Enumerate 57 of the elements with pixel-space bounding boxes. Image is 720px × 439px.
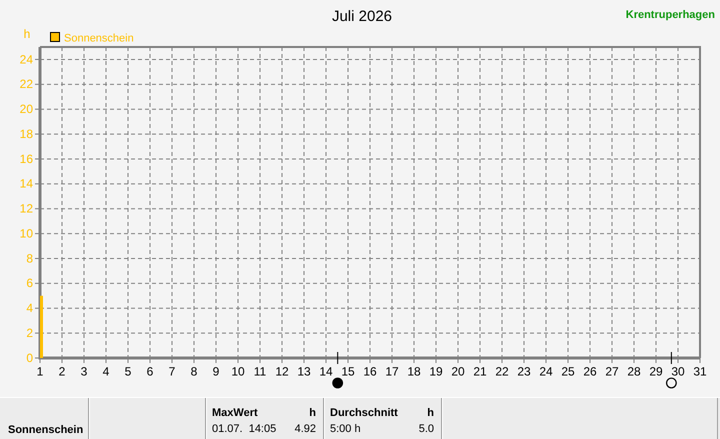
x-tick-label: 29: [649, 364, 663, 379]
chart-subtitle: Krentruperhagen: [626, 9, 716, 21]
y-axis-title: h: [24, 27, 30, 41]
text: h: [309, 407, 316, 419]
x-tick-label: 11: [254, 364, 267, 379]
chart-title: Juli 2026: [332, 8, 392, 25]
y-tick-label: 24: [20, 52, 34, 66]
y-tick-label: 0: [26, 350, 34, 365]
text: 5.0: [418, 423, 434, 435]
y-tick-label: 22: [20, 77, 34, 92]
y-tick-label: 4: [26, 301, 34, 316]
x-tick-label: 16: [363, 364, 377, 379]
x-tick-label: 20: [451, 364, 465, 379]
x-tick-label: 28: [627, 364, 641, 379]
y-tick-label: 12: [20, 202, 34, 216]
y-tick-label: 10: [20, 226, 34, 240]
y-tick-label: 14: [20, 176, 34, 191]
legend-label: Sonnenschein: [64, 32, 134, 44]
x-tick-label: 21: [473, 364, 487, 379]
y-tick-label: 2: [26, 326, 34, 340]
x-tick-label: 17: [385, 364, 399, 379]
x-tick-label: 24: [539, 364, 553, 379]
text: Durchschnitt: [330, 407, 398, 419]
x-tick-label: 3: [80, 364, 88, 379]
text: h: [427, 407, 434, 419]
x-tick-label: 31: [693, 364, 707, 379]
x-tick-label: 23: [517, 364, 531, 379]
y-tick-label: 20: [20, 102, 34, 116]
x-tick-label: 19: [429, 364, 443, 379]
x-tick-label: 6: [146, 364, 154, 379]
x-tick-label: 26: [583, 364, 597, 379]
text: 4.92: [294, 423, 316, 435]
x-tick-label: 10: [231, 364, 245, 379]
text: Sonnenschein: [8, 424, 84, 436]
y-tick-label: 16: [20, 152, 34, 166]
x-tick-label: 12: [275, 364, 289, 379]
text: 01.07. 14:05: [212, 423, 276, 435]
y-tick-label: 6: [26, 276, 34, 290]
x-tick-label: 25: [561, 364, 575, 379]
x-tick-label: 8: [190, 364, 198, 379]
x-tick-label: 30: [671, 364, 685, 379]
text: MaxWert: [212, 407, 258, 419]
y-tick-label: 8: [26, 251, 34, 266]
x-tick-label: 4: [102, 364, 110, 379]
x-tick-label: 14: [319, 364, 333, 379]
x-tick-label: 15: [341, 364, 355, 379]
x-tick-label: 13: [297, 364, 311, 379]
text: 5:00 h: [330, 423, 361, 435]
y-tick-label: 18: [20, 126, 34, 141]
x-tick-label: 18: [407, 364, 421, 379]
x-tick-label: 22: [495, 364, 509, 379]
x-tick-label: 1: [36, 364, 44, 379]
x-tick-label: 27: [605, 364, 619, 379]
x-tick-label: 7: [168, 364, 176, 379]
x-tick-label: 2: [58, 364, 66, 379]
x-tick-label: 5: [124, 364, 132, 379]
x-tick-label: 9: [212, 364, 220, 379]
